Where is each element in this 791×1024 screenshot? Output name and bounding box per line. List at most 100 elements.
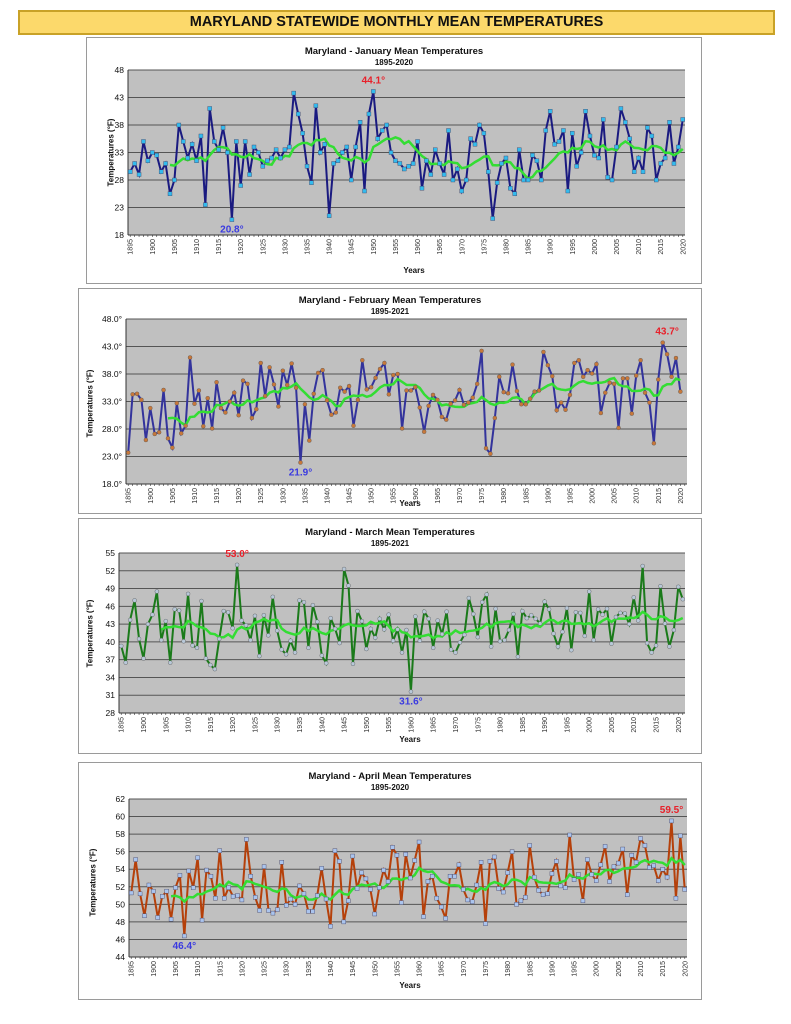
- x-tick-label: 2005: [609, 717, 616, 733]
- data-point: [540, 892, 546, 897]
- y-tick-label: 33: [115, 148, 125, 158]
- data-point: [362, 188, 367, 194]
- data-point: [430, 645, 436, 651]
- data-point: [350, 661, 356, 667]
- x-tick-label: 1970: [457, 488, 464, 504]
- x-tick-label: 1930: [284, 961, 291, 977]
- x-tick-label: 1925: [252, 717, 259, 733]
- data-point: [213, 895, 218, 901]
- data-point: [569, 647, 574, 653]
- data-point: [408, 875, 413, 881]
- data-point: [682, 887, 687, 892]
- data-point: [527, 396, 533, 401]
- data-point: [126, 450, 131, 455]
- data-point: [382, 360, 387, 366]
- y-tick-label: 48: [116, 917, 126, 927]
- data-point: [620, 376, 626, 381]
- data-point: [373, 375, 378, 381]
- data-point: [373, 635, 378, 640]
- data-point: [640, 563, 645, 569]
- x-tick-label: 1970: [461, 961, 468, 977]
- x-tick-label: 1925: [262, 961, 269, 977]
- data-point: [486, 169, 491, 174]
- data-point: [331, 161, 336, 166]
- data-point: [647, 400, 652, 405]
- data-point: [141, 139, 146, 144]
- x-tick-label: 1980: [498, 717, 505, 733]
- data-point: [257, 653, 262, 659]
- data-point: [220, 125, 226, 130]
- x-tick-label: 1930: [275, 717, 282, 733]
- chart-subtitle: 1895-2020: [370, 783, 410, 792]
- data-point: [185, 155, 190, 161]
- x-tick-label: 1905: [172, 239, 179, 255]
- data-point: [480, 599, 485, 605]
- data-point: [463, 177, 469, 183]
- data-point: [470, 899, 475, 904]
- data-point: [377, 366, 383, 372]
- data-point: [301, 891, 307, 897]
- data-point: [240, 378, 246, 383]
- data-point: [549, 871, 555, 876]
- data-point: [638, 836, 643, 841]
- data-point: [293, 385, 299, 390]
- x-tick-label: 2000: [587, 717, 594, 733]
- x-tick-label: 1920: [236, 488, 243, 504]
- x-tick-label: 1990: [549, 961, 556, 977]
- data-point: [676, 584, 681, 589]
- data-point: [554, 408, 559, 413]
- x-tick-label: 2010: [631, 717, 638, 733]
- data-point: [315, 893, 320, 898]
- april-chart: Maryland - April Mean Temperatures 1895-…: [78, 762, 702, 1000]
- data-point: [332, 848, 338, 853]
- data-point: [591, 637, 596, 643]
- x-tick-label: 1905: [173, 961, 180, 977]
- data-point: [578, 610, 583, 616]
- data-point: [306, 909, 311, 914]
- data-point: [424, 158, 429, 163]
- data-point: [150, 612, 155, 617]
- data-point: [654, 177, 659, 183]
- data-point: [229, 217, 235, 222]
- data-point: [160, 894, 165, 899]
- data-point: [483, 446, 489, 451]
- y-tick-label: 38.0°: [102, 369, 122, 379]
- y-tick-label: 62: [116, 794, 126, 804]
- data-point: [208, 662, 213, 668]
- chart-subtitle: 1895-2021: [370, 307, 410, 316]
- data-point: [288, 638, 293, 643]
- data-point: [567, 832, 572, 838]
- data-point: [664, 351, 670, 357]
- x-tick-label: 1920: [239, 961, 246, 977]
- data-point: [270, 594, 275, 600]
- data-point: [226, 885, 231, 890]
- data-point: [368, 626, 374, 632]
- data-point: [364, 387, 369, 392]
- x-tick-label: 2010: [634, 488, 641, 504]
- x-tick-label: 1995: [567, 488, 574, 504]
- data-point: [395, 627, 400, 632]
- data-point: [543, 128, 548, 133]
- data-point: [359, 870, 364, 875]
- data-point: [307, 438, 312, 443]
- x-tick-label: 1975: [475, 717, 482, 733]
- data-point: [492, 415, 498, 421]
- data-point: [217, 848, 222, 853]
- data-point: [165, 436, 171, 441]
- data-point: [310, 909, 315, 914]
- data-point: [161, 387, 166, 393]
- data-point: [511, 611, 516, 617]
- data-point: [284, 903, 289, 908]
- data-point: [363, 876, 369, 882]
- data-point: [375, 136, 380, 141]
- data-point: [244, 837, 249, 842]
- x-tick-label: 1895: [129, 961, 136, 977]
- data-point: [278, 155, 283, 161]
- data-point: [487, 859, 493, 864]
- data-point: [622, 611, 628, 616]
- data-point: [479, 348, 484, 354]
- x-tick-label: 1915: [216, 239, 223, 255]
- data-point: [658, 161, 663, 166]
- moving-average-line: [170, 856, 686, 904]
- data-point: [150, 150, 155, 155]
